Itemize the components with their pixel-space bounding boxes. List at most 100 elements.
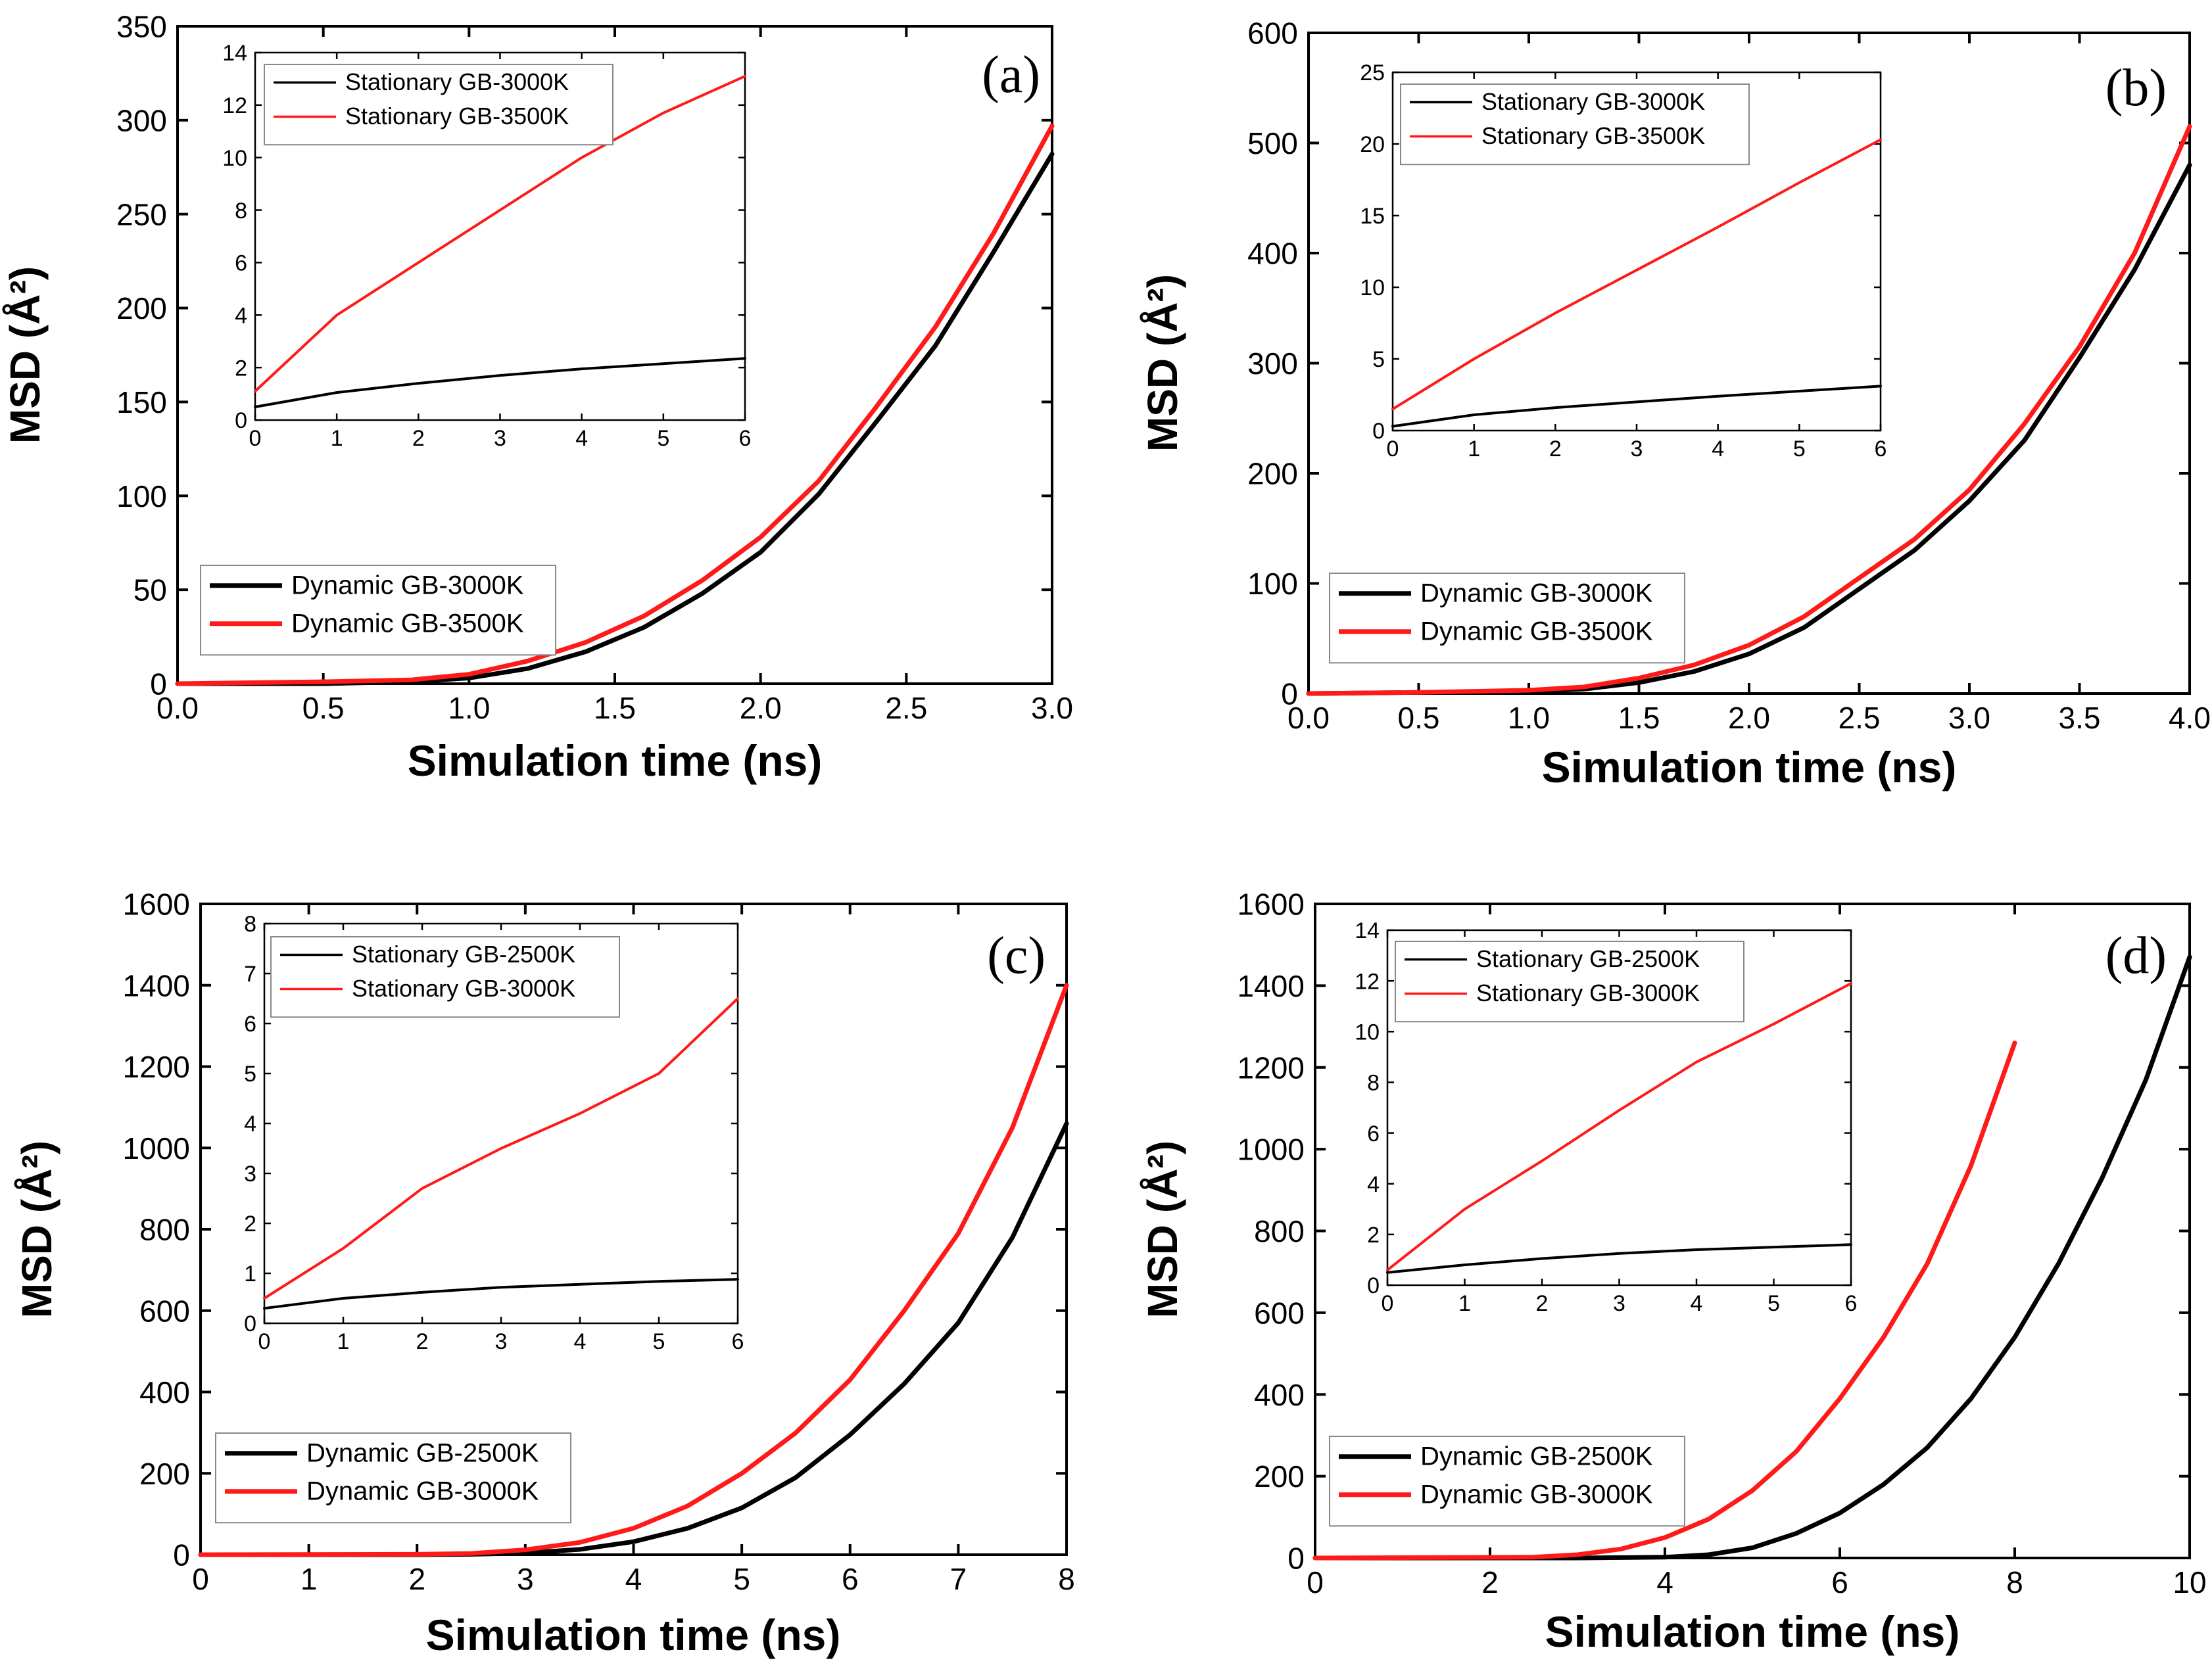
- panel-a-main-legend-label: Dynamic GB-3000K: [291, 571, 524, 600]
- panel-c-main-legend-box: [215, 1432, 571, 1524]
- panel-c-inset: 0 1 2 3 4 5 6 0 1 2 3 4 5 6 7 8 Stationary GB-2500K Stati…: [244, 912, 744, 1354]
- panel-a-y-axis-title: MSD (Å²): [1, 266, 49, 444]
- panel-a-inset-x-tick-label: 3: [494, 426, 506, 451]
- panel-d-main-y-tick-label: 600: [1254, 1296, 1305, 1330]
- panel-c-main-legend-label: Dynamic GB-3000K: [306, 1477, 539, 1506]
- panel-b-inset-x-tick-label: 1: [1468, 436, 1480, 461]
- panel-b-inset-x-tick-label: 3: [1631, 436, 1643, 461]
- panel-d-main-x-tick-label: 10: [2173, 1565, 2206, 1599]
- panel-d-main-x-tick-label: 2: [1481, 1565, 1499, 1599]
- panel-d-inset-legend-label: Stationary GB-2500K: [1476, 945, 1700, 972]
- panel-d-main-y-tick-label: 1400: [1238, 969, 1305, 1003]
- panel-b-inset-y-tick-label: 20: [1360, 132, 1385, 157]
- panel-c-main-y-tick-label: 800: [139, 1213, 190, 1247]
- panel-c-inset-y-tick-label: 5: [244, 1062, 256, 1087]
- panel-c-main-x-tick-label: 3: [517, 1562, 534, 1596]
- panel-a-main-y-tick-label: 200: [116, 291, 167, 325]
- panel-a-inset-legend-box: [264, 64, 613, 146]
- panel-c-main-y-tick-label: 0: [173, 1538, 190, 1572]
- panel-a-main-x-tick-label: 0.5: [302, 691, 345, 725]
- panel-a-main-y-tick-label: 50: [133, 573, 167, 607]
- panel-d-main-legend-box: [1329, 1436, 1685, 1527]
- panel-d-main-y-tick-label: 800: [1254, 1214, 1305, 1248]
- panel-c-main-x-tick-label: 2: [408, 1562, 425, 1596]
- panel-b-main-y-tick-label: 300: [1247, 346, 1298, 381]
- panel-a-inset-y-tick-label: 12: [222, 93, 247, 118]
- panel-b-inset-y-tick-label: 0: [1372, 419, 1385, 444]
- panel-a-inset-legend-label: Stationary GB-3000K: [345, 68, 569, 95]
- panel-d-inset-y-tick-label: 8: [1367, 1071, 1380, 1096]
- panel-d-main-y-tick-label: 1000: [1238, 1133, 1305, 1167]
- panel-c-x-axis-title: Simulation time (ns): [426, 1611, 841, 1659]
- panel-a-inset-y-tick-label: 0: [235, 408, 247, 433]
- panel-b-inset-y-tick-label: 25: [1360, 60, 1385, 85]
- panel-c-main-y-tick-label: 200: [139, 1457, 190, 1491]
- panel-a-main-x-tick-label: 1.5: [594, 691, 636, 725]
- panel-b-inset-x-tick-label: 4: [1712, 436, 1724, 461]
- panel-c-main-series-line-red: [198, 983, 1069, 1557]
- panel-a-main-x-tick-label: 1.0: [448, 691, 490, 725]
- panel-a-main-x-tick-label: 3.0: [1031, 691, 1073, 725]
- panel-d-main-x-tick-label: 6: [1831, 1565, 1848, 1599]
- panel-b-x-axis-title: Simulation time (ns): [1542, 743, 1957, 791]
- panel-d-inset-x-tick-label: 1: [1458, 1291, 1471, 1316]
- panel-b-inset-x-tick-label: 0: [1387, 436, 1399, 461]
- panel-c-main-legend-label: Dynamic GB-2500K: [306, 1439, 539, 1468]
- panel-d-inset-y-tick-label: 14: [1355, 918, 1380, 943]
- panel-b-main-x-tick-label: 1.5: [1618, 701, 1660, 735]
- panel-d-inset-y-tick-label: 2: [1367, 1223, 1380, 1248]
- panel-d-main-x-tick-label: 0: [1307, 1565, 1324, 1599]
- panel-c-main-x-tick-label: 7: [950, 1562, 967, 1596]
- panel-b-inset: 0 1 2 3 4 5 6 0 5 10 15 20 25 Stationary GB-3000K Stat…: [1360, 60, 1887, 461]
- panel-b-main-x-tick-label: 1.0: [1508, 701, 1550, 735]
- panel-a-inset-y-tick-label: 2: [235, 356, 247, 381]
- panel-a: 0.0 0.5 1.0 1.5 2.0 2.5 3.00501001502002503003…: [1, 10, 1073, 785]
- panel-d-inset-x-tick-label: 0: [1382, 1291, 1394, 1316]
- panel-b-inset-y-tick-label: 15: [1360, 204, 1385, 229]
- panel-d-main-y-tick-label: 1600: [1238, 887, 1305, 922]
- panel-a-main-series-line-red: [175, 123, 1055, 686]
- panel-b-inset-legend-label: Stationary GB-3000K: [1481, 88, 1705, 115]
- panel-a-inset-y-tick-label: 8: [235, 199, 247, 224]
- panel-a-inset-legend-label: Stationary GB-3500K: [345, 103, 569, 130]
- panel-a-main-x-tick-label: 0.0: [156, 691, 199, 725]
- panel-a-inset-y-tick-label: 10: [222, 146, 247, 171]
- panel-c-inset-legend-label: Stationary GB-3000K: [352, 975, 575, 1002]
- panel-a-main-y-tick-label: 0: [150, 667, 167, 701]
- panel-a-main-x-tick-label: 2.0: [740, 691, 782, 725]
- panel-a-x-axis-title: Simulation time (ns): [408, 736, 823, 785]
- panel-b-main-y-tick-label: 400: [1247, 237, 1298, 271]
- panel-d-inset-x-tick-label: 3: [1613, 1291, 1625, 1316]
- panel-d-main-y-tick-label: 0: [1287, 1542, 1305, 1576]
- panel-a-inset-x-tick-label: 5: [657, 426, 669, 451]
- panel-c-main-x-tick-label: 1: [301, 1562, 318, 1596]
- panel-b-label: (b): [2105, 59, 2167, 117]
- panel-b-main-x-tick-label: 0.5: [1398, 701, 1440, 735]
- panel-b-y-axis-title: MSD (Å²): [1139, 274, 1186, 452]
- panel-c-inset-x-tick-label: 1: [337, 1329, 350, 1354]
- panel-a-main-y-tick-label: 250: [116, 197, 167, 231]
- panel-a-main-y-tick-label: 350: [116, 10, 167, 44]
- panel-c-inset-y-tick-label: 0: [244, 1311, 256, 1336]
- panel-b-inset-y-tick-label: 10: [1360, 275, 1385, 300]
- panel-c-main-y-tick-label: 1000: [123, 1131, 190, 1166]
- panel-c-main-y-tick-label: 1600: [123, 887, 190, 922]
- panel-b: 0.0 0.5 1.0 1.5 2.0 2.5 3.0 3.5 4.00100200300400…: [1139, 16, 2211, 791]
- panel-a-inset-y-tick-label: 4: [235, 304, 247, 329]
- panel-c-inset-legend-label: Stationary GB-2500K: [352, 941, 575, 968]
- panel-c-inset-x-tick-label: 6: [732, 1329, 744, 1354]
- panel-c-inset-y-tick-label: 8: [244, 912, 256, 937]
- panel-b-main-legend-label: Dynamic GB-3500K: [1420, 617, 1653, 646]
- panel-b-main-x-tick-label: 2.0: [1728, 701, 1770, 735]
- panel-b-main-x-tick-label: 3.0: [1948, 701, 1990, 735]
- panel-b-main-x-tick-label: 2.5: [1839, 701, 1881, 735]
- panel-d-main-y-tick-label: 400: [1254, 1378, 1305, 1412]
- panel-d-inset-y-tick-label: 0: [1367, 1273, 1380, 1298]
- panel-a-inset-y-tick-label: 14: [222, 41, 247, 66]
- panel-a-main-legend-label: Dynamic GB-3500K: [291, 609, 524, 638]
- panel-d-inset-x-tick-label: 4: [1691, 1291, 1703, 1316]
- panel-c-inset-y-tick-label: 6: [244, 1012, 256, 1037]
- panel-a-main-y-tick-label: 300: [116, 103, 167, 137]
- panel-a-inset-x-tick-label: 0: [249, 426, 262, 451]
